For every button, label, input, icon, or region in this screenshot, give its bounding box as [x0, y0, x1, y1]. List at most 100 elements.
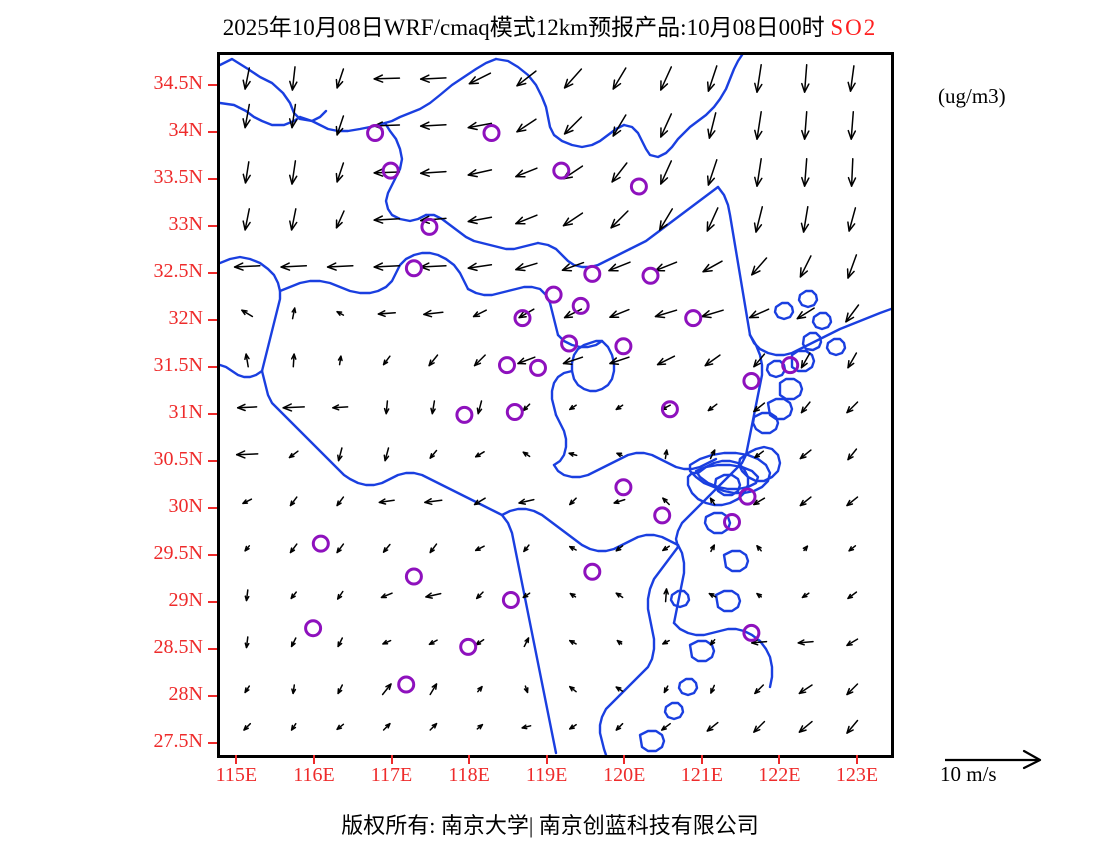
wind-arrow — [706, 721, 719, 732]
y-axis-label: 31N — [168, 400, 203, 423]
wind-arrow — [424, 498, 443, 506]
wind-arrow — [615, 592, 624, 599]
station-marker[interactable] — [629, 177, 648, 196]
wind-arrow — [233, 262, 261, 271]
wind-arrow — [658, 208, 674, 231]
wind-arrow — [241, 309, 254, 318]
wind-arrow — [615, 545, 624, 552]
wind-arrow — [753, 402, 766, 413]
wind-arrow — [748, 308, 770, 319]
y-axis-label: 31.5N — [153, 353, 203, 376]
wind-arrow — [289, 543, 298, 554]
wind-arrow — [373, 262, 401, 271]
station-marker[interactable] — [544, 285, 563, 304]
station-marker[interactable] — [583, 264, 602, 283]
map-plot-area[interactable] — [217, 52, 894, 758]
wind-arrow — [569, 404, 577, 411]
station-marker[interactable] — [498, 356, 516, 375]
wind-arrow — [377, 310, 396, 318]
wind-arrow — [847, 207, 857, 232]
x-axis-label: 119E — [525, 764, 568, 786]
wind-arrow — [475, 591, 484, 600]
y-axis-tick — [208, 130, 217, 133]
station-marker[interactable] — [366, 124, 385, 142]
station-marker[interactable] — [742, 623, 761, 642]
station-marker[interactable] — [653, 506, 672, 525]
station-marker[interactable] — [404, 567, 423, 586]
station-marker[interactable] — [513, 309, 532, 328]
station-marker[interactable] — [404, 259, 423, 278]
station-marker[interactable] — [381, 161, 400, 180]
wind-arrow — [337, 637, 344, 648]
wind-arrow — [522, 592, 531, 599]
station-marker[interactable] — [614, 478, 633, 497]
y-axis-label: 34N — [168, 118, 203, 141]
wind-arrow — [429, 543, 438, 554]
wind-arrow — [563, 68, 583, 89]
y-axis-label: 27.5N — [153, 729, 203, 752]
wind-arrow — [474, 545, 485, 552]
y-axis-tick — [208, 553, 217, 556]
wind-arrow — [710, 684, 716, 694]
wind-arrow — [467, 169, 493, 178]
station-marker[interactable] — [552, 161, 571, 180]
station-marker[interactable] — [781, 356, 800, 375]
station-marker[interactable] — [723, 513, 741, 531]
wind-arrow — [654, 309, 678, 319]
wind-arrow — [336, 543, 345, 554]
station-marker[interactable] — [560, 334, 579, 353]
station-marker[interactable] — [660, 400, 679, 419]
wind-arrow — [242, 67, 251, 90]
station-marker[interactable] — [583, 562, 602, 581]
y-axis-label: 32.5N — [153, 259, 203, 282]
station-marker[interactable] — [742, 372, 761, 390]
species-label: SO2 — [830, 15, 878, 40]
wind-arrow — [847, 591, 858, 600]
wind-arrow — [522, 451, 531, 458]
station-marker[interactable] — [501, 591, 520, 609]
wind-arrow — [753, 497, 766, 506]
wind-arrow — [373, 74, 401, 83]
wind-arrow — [569, 592, 577, 599]
y-axis-label: 33.5N — [153, 165, 203, 188]
wind-arrow — [656, 355, 676, 366]
wind-arrow — [616, 639, 623, 646]
wind-arrow — [242, 498, 253, 505]
wind-arrow — [521, 724, 532, 730]
x-axis-tick — [235, 755, 238, 764]
station-marker[interactable] — [311, 534, 330, 553]
station-marker[interactable] — [684, 309, 703, 328]
station-marker[interactable] — [397, 675, 416, 694]
x-axis-tick — [312, 755, 315, 764]
wind-arrow — [419, 121, 447, 130]
y-axis-label: 30N — [168, 494, 203, 517]
y-axis-label: 33N — [168, 212, 203, 235]
wind-arrow — [335, 68, 345, 89]
wind-arrow — [244, 353, 250, 368]
wind-arrow — [709, 638, 716, 646]
station-marker[interactable] — [420, 217, 439, 236]
wind-arrow — [662, 545, 670, 552]
wind-arrow — [568, 451, 578, 457]
station-marker[interactable] — [482, 124, 501, 142]
wind-arrow — [335, 210, 345, 229]
station-marker[interactable] — [455, 405, 474, 424]
wind-arrow — [707, 403, 718, 412]
wind-arrow — [754, 111, 763, 140]
station-marker[interactable] — [304, 619, 323, 638]
station-marker[interactable] — [738, 487, 757, 506]
station-marker[interactable] — [641, 266, 660, 285]
wind-arrow — [467, 215, 493, 225]
wind-arrow — [337, 447, 343, 462]
station-marker[interactable] — [614, 337, 633, 356]
wind-arrow — [754, 64, 763, 93]
station-marker[interactable] — [459, 637, 478, 656]
station-marker[interactable] — [529, 358, 547, 377]
wind-arrow — [373, 168, 401, 177]
wind-arrow — [751, 257, 768, 276]
wind-arrow — [611, 162, 628, 183]
station-marker[interactable] — [571, 296, 590, 315]
wind-arrow — [753, 353, 766, 368]
wind-arrow — [706, 159, 718, 186]
station-marker[interactable] — [505, 403, 524, 421]
